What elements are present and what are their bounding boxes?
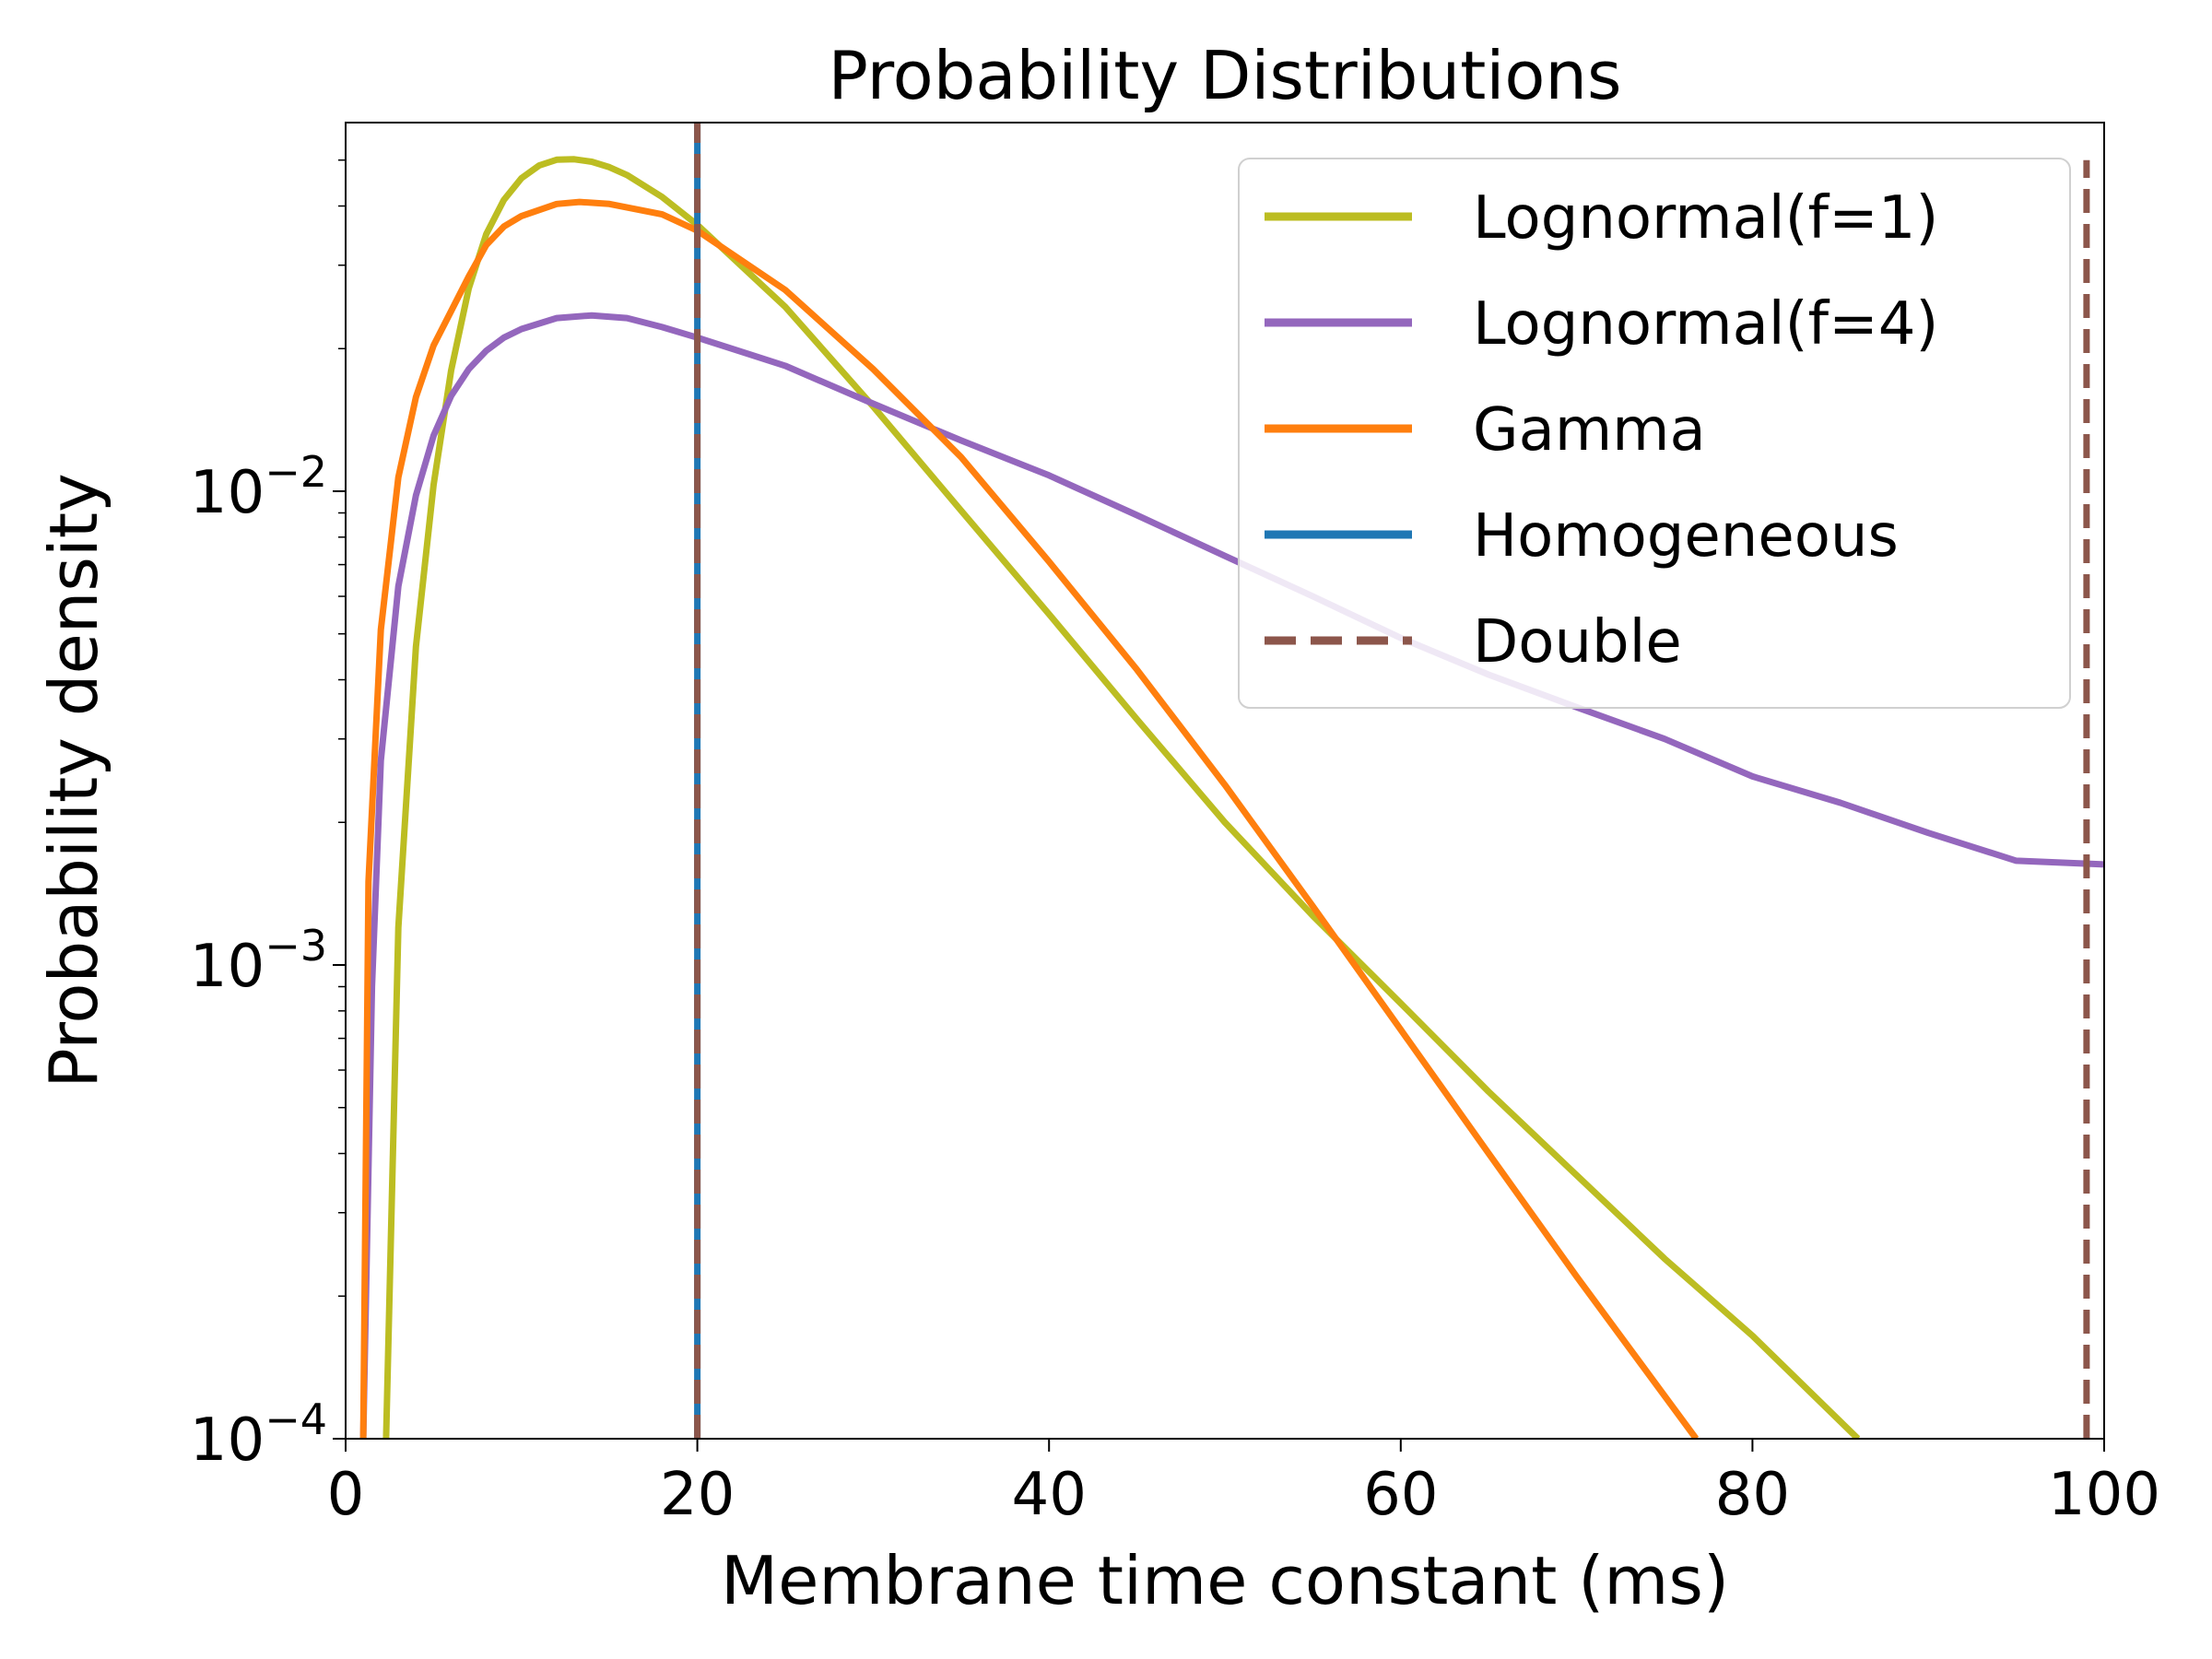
series-layer — [359, 123, 2104, 1439]
y-tick-label: 10−2 — [190, 447, 327, 527]
legend-label: Double — [1473, 608, 1682, 677]
x-axis: 0 20 40 60 80 100 — [327, 1439, 2160, 1529]
x-tick-label: 100 — [2048, 1461, 2160, 1529]
y-tick-label: 10−3 — [190, 921, 327, 1001]
legend-label: Lognormal(f=4) — [1473, 290, 1938, 359]
legend: Lognormal(f=1) Lognormal(f=4) Gamma Homogen… — [1238, 158, 2071, 709]
x-tick-label: 80 — [1715, 1461, 1790, 1529]
chart-title: Probability Distributions — [828, 37, 1621, 114]
legend-box — [1238, 158, 2071, 709]
legend-label: Gamma — [1473, 396, 1706, 465]
x-axis-label: Membrane time constant (ms) — [721, 1542, 1729, 1619]
series-line-gamma — [359, 198, 1700, 1439]
y-axis: 10−4 10−3 10−2 — [190, 447, 346, 1475]
plot-frame — [345, 122, 2105, 1440]
series-line-lognormal-f-1 — [382, 156, 1861, 1439]
y-minor-ticks — [338, 159, 346, 1298]
series-line-lognormal-f-4 — [359, 312, 2104, 1439]
x-tick-label: 0 — [327, 1461, 365, 1529]
y-tick-label: 10−4 — [190, 1394, 327, 1475]
legend-label: Homogeneous — [1473, 502, 1899, 571]
y-axis-label: Probability density — [35, 473, 112, 1088]
legend-label: Lognormal(f=1) — [1473, 184, 1938, 253]
x-tick-label: 20 — [660, 1461, 735, 1529]
x-tick-label: 60 — [1363, 1461, 1438, 1529]
x-tick-label: 40 — [1011, 1461, 1086, 1529]
